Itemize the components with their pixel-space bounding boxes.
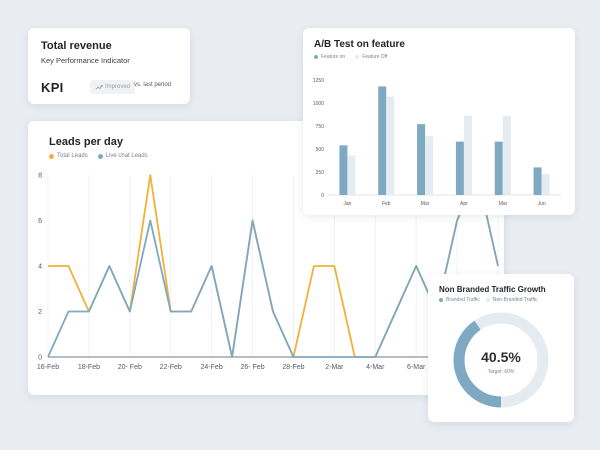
ab-test-card: 0 250 500 750 1000 1250 Jan Feb Mar Apr Mai Jun A/B… <box>303 28 575 215</box>
x-tick-label: 28-Feb <box>282 364 304 371</box>
traffic-legend: Branded Traffic Non-Branded Traffic <box>439 297 537 303</box>
x-tick-label: Mai <box>499 201 507 207</box>
bar-feature-off <box>463 115 472 195</box>
y-tick-label: 8 <box>38 173 42 180</box>
x-tick-label: 24-Feb <box>201 364 223 371</box>
bar-feature-off <box>347 155 356 195</box>
traffic-donut-chart: 40.5% Target: 60% <box>453 312 549 408</box>
x-tick-label: 4-Mar <box>366 364 385 371</box>
legend-item-total-leads[interactable]: Total Leads <box>49 153 88 159</box>
ab-legend: Feature on Feature Off <box>314 54 387 60</box>
legend-item-feature-off[interactable]: Feature Off <box>355 54 387 60</box>
x-tick-label: 20- Feb <box>118 364 142 371</box>
legend-item-branded[interactable]: Branded Traffic <box>439 297 480 303</box>
y-tick-label: 0 <box>321 193 324 199</box>
bar-feature-on <box>494 141 503 195</box>
x-tick-label: Mar <box>421 201 430 207</box>
y-tick-label: 750 <box>316 124 325 130</box>
legend-dot-blue <box>314 55 318 59</box>
bar-feature-off <box>386 96 395 195</box>
legend-label: Feature Off <box>362 54 388 60</box>
x-tick-label: 22-Feb <box>160 364 182 371</box>
y-tick-label: 1250 <box>313 78 324 84</box>
y-tick-label: 4 <box>38 264 42 271</box>
ab-bar-chart: 0 250 500 750 1000 1250 Jan Feb Mar Apr Mai Jun <box>313 78 561 207</box>
bar-feature-off <box>425 136 434 195</box>
bar-feature-off <box>502 115 511 195</box>
legend-label: Feature on <box>321 54 346 60</box>
kpi-card-title: Total revenue <box>41 40 112 52</box>
x-tick-label: 2-Mar <box>325 364 344 371</box>
status-badge: Improved <box>90 80 136 94</box>
legend-label: Live chat Leads <box>105 153 148 159</box>
traffic-growth-title: Non Branded Traffic Growth <box>439 285 546 294</box>
x-tick-label: 18-Feb <box>78 364 100 371</box>
legend-dot-orange <box>49 153 54 159</box>
legend-label: Branded Traffic <box>446 297 480 303</box>
kpi-card: Total revenue Key Performance Indicator … <box>28 28 190 104</box>
y-tick-label: 6 <box>38 218 42 225</box>
gauge-arc-branded <box>453 312 549 408</box>
traffic-growth-card: 40.5% Target: 60% Non Branded Traffic Gro… <box>428 274 574 422</box>
gauge-target: Target: 60% <box>488 369 515 375</box>
x-tick-label: Apr <box>460 201 468 207</box>
legend-dot-blue <box>97 153 103 159</box>
y-tick-label: 0 <box>38 355 42 362</box>
x-tick-label: 6-Mar <box>407 364 426 371</box>
x-tick-label: Jan <box>343 201 351 207</box>
legend-label: Non-Branded Traffic <box>492 297 538 303</box>
y-tick-label: 500 <box>316 147 325 153</box>
x-tick-label: 26- Feb <box>240 364 264 371</box>
x-tick-label: 16-Feb <box>37 364 59 371</box>
legend-dot-blue <box>439 298 443 302</box>
bar-feature-on <box>339 145 348 195</box>
y-tick-label: 250 <box>316 170 325 176</box>
bar-feature-on <box>455 141 464 195</box>
x-tick-label: Jun <box>538 201 546 207</box>
legend-item-feature-on[interactable]: Feature on <box>314 54 345 60</box>
bar-feature-off <box>541 173 550 195</box>
leads-legend: Total Leads Live chat Leads <box>49 153 148 159</box>
trend-up-icon <box>95 85 103 90</box>
live-chat-leads-line <box>47 174 499 358</box>
ab-test-title: A/B Test on feature <box>314 39 405 50</box>
legend-item-live-chat-leads[interactable]: Live chat Leads <box>97 153 148 159</box>
kpi-label: KPI <box>41 80 64 95</box>
bar-feature-on <box>417 124 426 195</box>
status-badge-label: Improved <box>105 84 131 90</box>
x-tick-label: Feb <box>382 201 391 207</box>
bar-feature-on <box>378 86 387 195</box>
legend-dot-light <box>485 298 490 302</box>
bar-feature-on <box>533 167 542 195</box>
gauge-value: 40.5% <box>481 349 521 365</box>
legend-dot-light <box>355 55 360 59</box>
y-tick-label: 2 <box>38 309 42 316</box>
kpi-card-subtitle: Key Performance Indicator <box>41 56 130 65</box>
period-label: vs. last period <box>134 82 172 88</box>
legend-item-non-branded[interactable]: Non-Branded Traffic <box>485 297 538 303</box>
legend-label: Total Leads <box>57 153 88 159</box>
y-tick-label: 1000 <box>313 101 324 107</box>
leads-chart-title: Leads per day <box>49 136 123 148</box>
